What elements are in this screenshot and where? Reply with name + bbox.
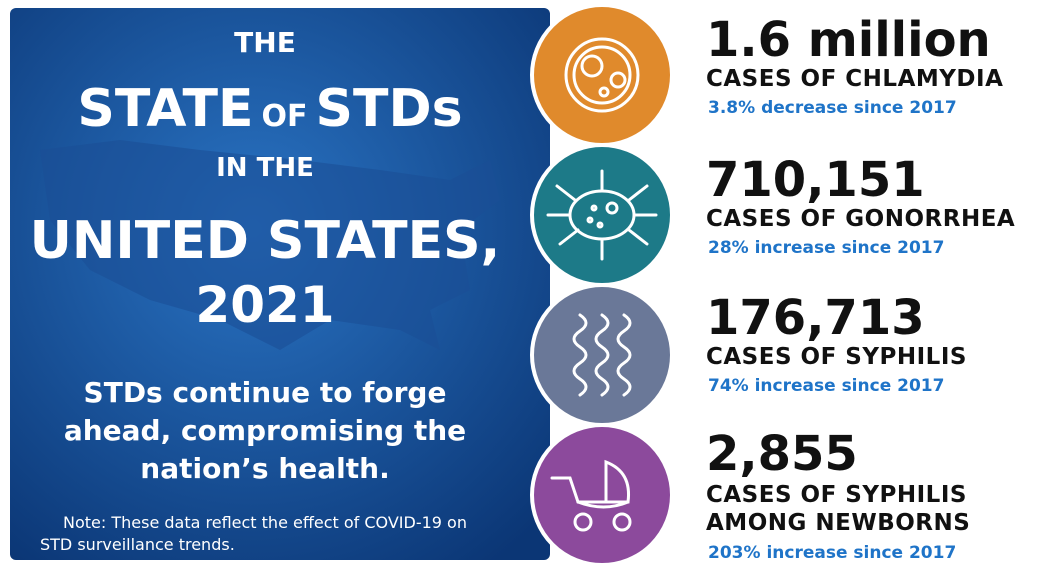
- title-line: STATE OF STDs: [77, 79, 462, 139]
- stat-label: CASES OF GONORRHEA: [706, 206, 1015, 232]
- stat-change: 74% increase since 2017: [708, 376, 944, 396]
- stat-label: CASES OF CHLAMYDIA: [706, 66, 1003, 92]
- title-word: STATE: [77, 79, 253, 139]
- title-line: UNITED STATES,: [30, 211, 501, 271]
- title-line: IN THE: [216, 153, 314, 183]
- subtitle-line: nation’s health.: [140, 452, 389, 485]
- stat-change: 3.8% decrease since 2017: [708, 98, 957, 118]
- subtitle-line: ahead, compromising the: [64, 414, 466, 447]
- stat-number: 2,855: [706, 426, 858, 482]
- stat-number: 1.6 million: [706, 12, 991, 68]
- title-word: OF: [262, 99, 308, 134]
- syphilis-icon: [572, 313, 632, 397]
- title-word: STDs: [316, 79, 463, 139]
- stat-number: 710,151: [706, 152, 925, 208]
- icon-circle: [530, 423, 674, 565]
- stat-label: CASES OF SYPHILIS: [706, 344, 967, 370]
- note-line: STD surveillance trends.: [40, 535, 235, 554]
- stat-change: 203% increase since 2017: [708, 543, 956, 563]
- stat-number: 176,713: [706, 290, 925, 346]
- icon-circle: [530, 3, 674, 147]
- stat-label: CASES OF SYPHILIS: [706, 482, 967, 508]
- gonorrhea-icon: [546, 169, 658, 261]
- note-line: Note: These data reflect the effect of C…: [63, 513, 467, 532]
- title-line: THE: [234, 26, 296, 59]
- us-map: [40, 140, 500, 350]
- stroller-icon: [550, 459, 632, 532]
- title-line: 2021: [195, 276, 334, 334]
- chlamydia-icon: [564, 37, 640, 113]
- stat-change: 28% increase since 2017: [708, 238, 944, 258]
- subtitle-line: STDs continue to forge: [84, 376, 447, 409]
- stat-label: AMONG NEWBORNS: [706, 510, 970, 536]
- icon-circle: [530, 283, 674, 427]
